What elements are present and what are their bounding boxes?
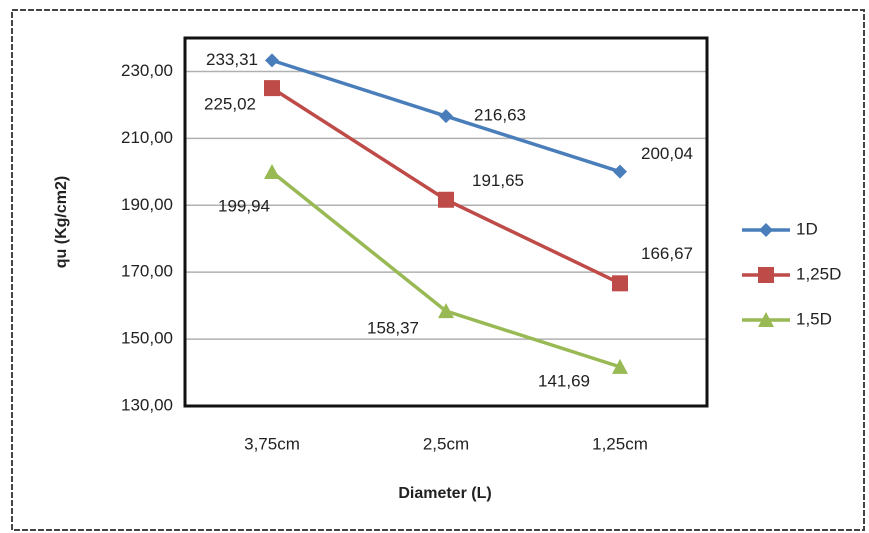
y-tick-label: 210,00 — [121, 128, 173, 147]
plot-area — [185, 38, 707, 406]
data-point — [438, 303, 454, 319]
legend-marker — [759, 223, 773, 237]
legend-label: 1,25D — [796, 264, 841, 283]
data-point — [612, 358, 628, 374]
x-tick-label: 2,5cm — [423, 434, 469, 453]
legend-marker — [758, 267, 774, 283]
data-point — [265, 53, 279, 68]
data-point — [438, 191, 454, 208]
y-axis-title: qu (Kg/cm2) — [53, 176, 70, 268]
y-tick-label: 230,00 — [121, 61, 173, 80]
data-point — [264, 80, 280, 97]
y-tick-label: 170,00 — [121, 262, 173, 281]
x-axis-title: Diameter (L) — [398, 485, 491, 502]
data-label: 216,63 — [474, 106, 526, 125]
plot-border — [183, 36, 709, 408]
data-label: 191,65 — [472, 171, 524, 190]
legend-label: 1D — [796, 219, 818, 238]
data-label: 200,04 — [641, 144, 693, 163]
data-point — [439, 109, 453, 124]
data-label: 141,69 — [538, 371, 590, 390]
y-tick-label: 150,00 — [121, 329, 173, 348]
data-label: 158,37 — [367, 319, 419, 338]
y-tick-label: 190,00 — [121, 195, 173, 214]
x-tick-label: 3,75cm — [244, 434, 300, 453]
data-point — [264, 164, 280, 180]
data-point — [613, 164, 627, 179]
x-tick-label: 1,25cm — [592, 434, 648, 453]
legend-marker — [758, 312, 774, 327]
data-point — [612, 275, 628, 292]
y-tick-label: 130,00 — [121, 395, 173, 414]
data-label: 199,94 — [218, 197, 270, 216]
data-label: 166,67 — [641, 244, 693, 263]
legend-label: 1,5D — [796, 309, 832, 328]
data-label: 225,02 — [204, 95, 256, 114]
data-label: 233,31 — [206, 50, 258, 69]
